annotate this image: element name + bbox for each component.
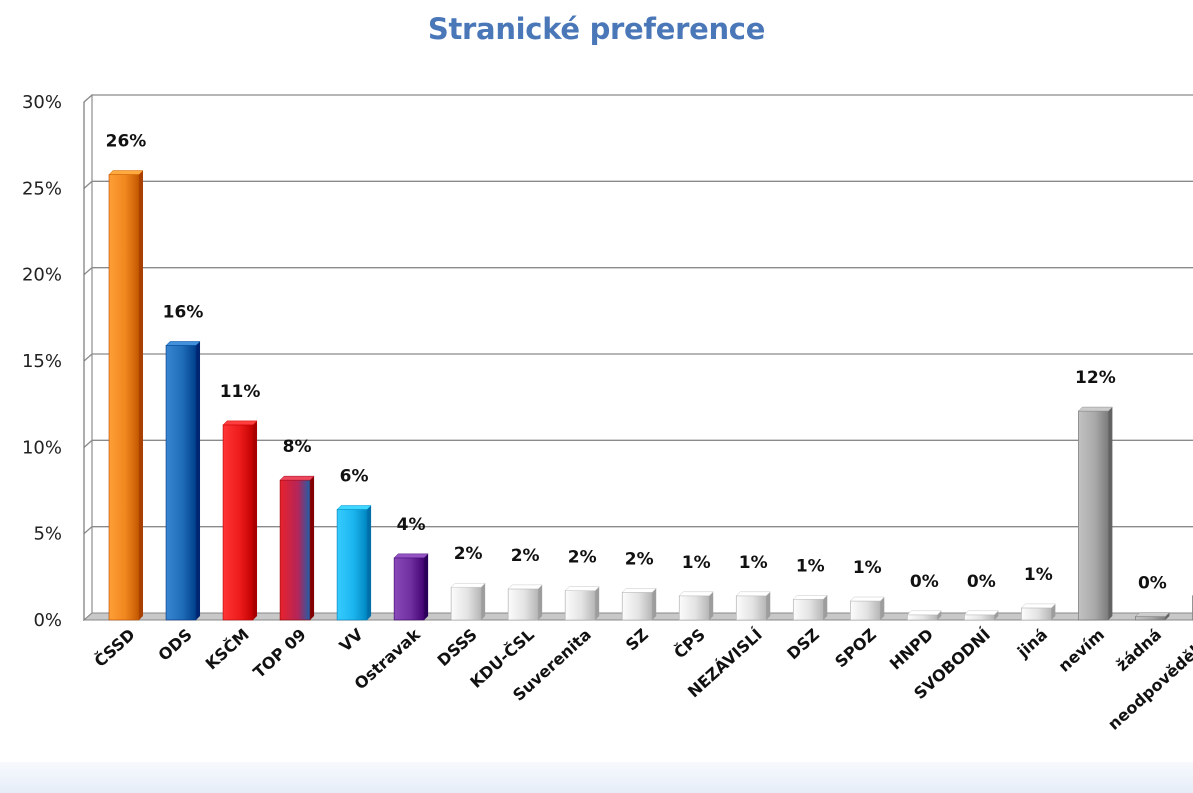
gridline: [83, 353, 1193, 362]
x-tick-label: žádná: [1112, 625, 1165, 675]
x-tick-label: ČPS: [670, 625, 709, 663]
x-tick-label: ODS: [154, 625, 195, 665]
y-tick-label: 30%: [22, 92, 62, 113]
bar: [678, 591, 714, 621]
data-label: 1%: [739, 553, 768, 573]
gridline: [83, 180, 1193, 189]
y-tick-label: 20%: [22, 265, 62, 286]
x-tick-label: SPOZ: [831, 625, 880, 672]
bar: [735, 591, 771, 621]
gridline: [83, 267, 1193, 276]
data-label: 1%: [682, 553, 711, 573]
data-label: 0%: [967, 572, 996, 592]
x-tick-label: ČSSD: [91, 625, 139, 671]
data-label: 26%: [106, 132, 147, 152]
bar: [1020, 603, 1056, 621]
bar: [906, 610, 942, 621]
y-tick-label: 0%: [33, 610, 62, 631]
bar: [393, 553, 429, 621]
data-label: 8%: [283, 437, 312, 457]
data-label: 1%: [796, 556, 825, 576]
bar: [165, 341, 201, 621]
x-tick-label: KSČM: [202, 625, 253, 674]
data-label: 12%: [1075, 368, 1116, 388]
y-tick-label: 5%: [33, 524, 62, 545]
x-tick-label: nevím: [1055, 625, 1108, 676]
x-tick-label: TOP 09: [249, 625, 309, 682]
data-label: 1%: [853, 558, 882, 578]
x-tick-label: VV: [336, 624, 368, 655]
gridline: [83, 439, 1193, 448]
bar: [336, 505, 372, 621]
bar: [507, 584, 543, 621]
data-label: 2%: [454, 544, 483, 564]
data-label: 0%: [910, 572, 939, 592]
x-tick-label: HNPD: [886, 625, 937, 674]
bar: [108, 170, 144, 621]
data-label: 1%: [1024, 565, 1053, 585]
gridline: [83, 94, 1193, 103]
data-label: 2%: [568, 548, 597, 568]
data-label: 0%: [1138, 574, 1167, 594]
data-label: 6%: [340, 466, 369, 486]
bar: [564, 586, 600, 621]
bar: [963, 610, 999, 621]
bar: [279, 475, 315, 621]
y-tick-label: 10%: [22, 437, 62, 458]
bar: [450, 582, 486, 621]
x-tick-label: jiná: [1013, 625, 1051, 662]
data-label: 2%: [511, 546, 540, 566]
x-tick-label: DSSS: [434, 625, 481, 670]
bar: [792, 595, 828, 621]
data-label: 11%: [220, 382, 261, 402]
chart-title: Stranické preference: [427, 12, 766, 46]
data-label: 2%: [625, 549, 654, 569]
y-tick-label: 15%: [22, 351, 62, 372]
data-label: 4%: [397, 515, 426, 535]
bar: [1077, 406, 1113, 621]
bar: [621, 588, 657, 621]
data-label: 16%: [163, 302, 204, 322]
bar: [849, 596, 885, 621]
x-tick-label: SZ: [622, 625, 652, 655]
slide-bottom-band: [0, 762, 1193, 793]
bar: [1134, 612, 1171, 621]
x-tick-label: DSZ: [783, 625, 823, 663]
y-tick-label: 25%: [22, 178, 62, 199]
bar: [222, 420, 258, 621]
gridline: [83, 526, 1193, 535]
